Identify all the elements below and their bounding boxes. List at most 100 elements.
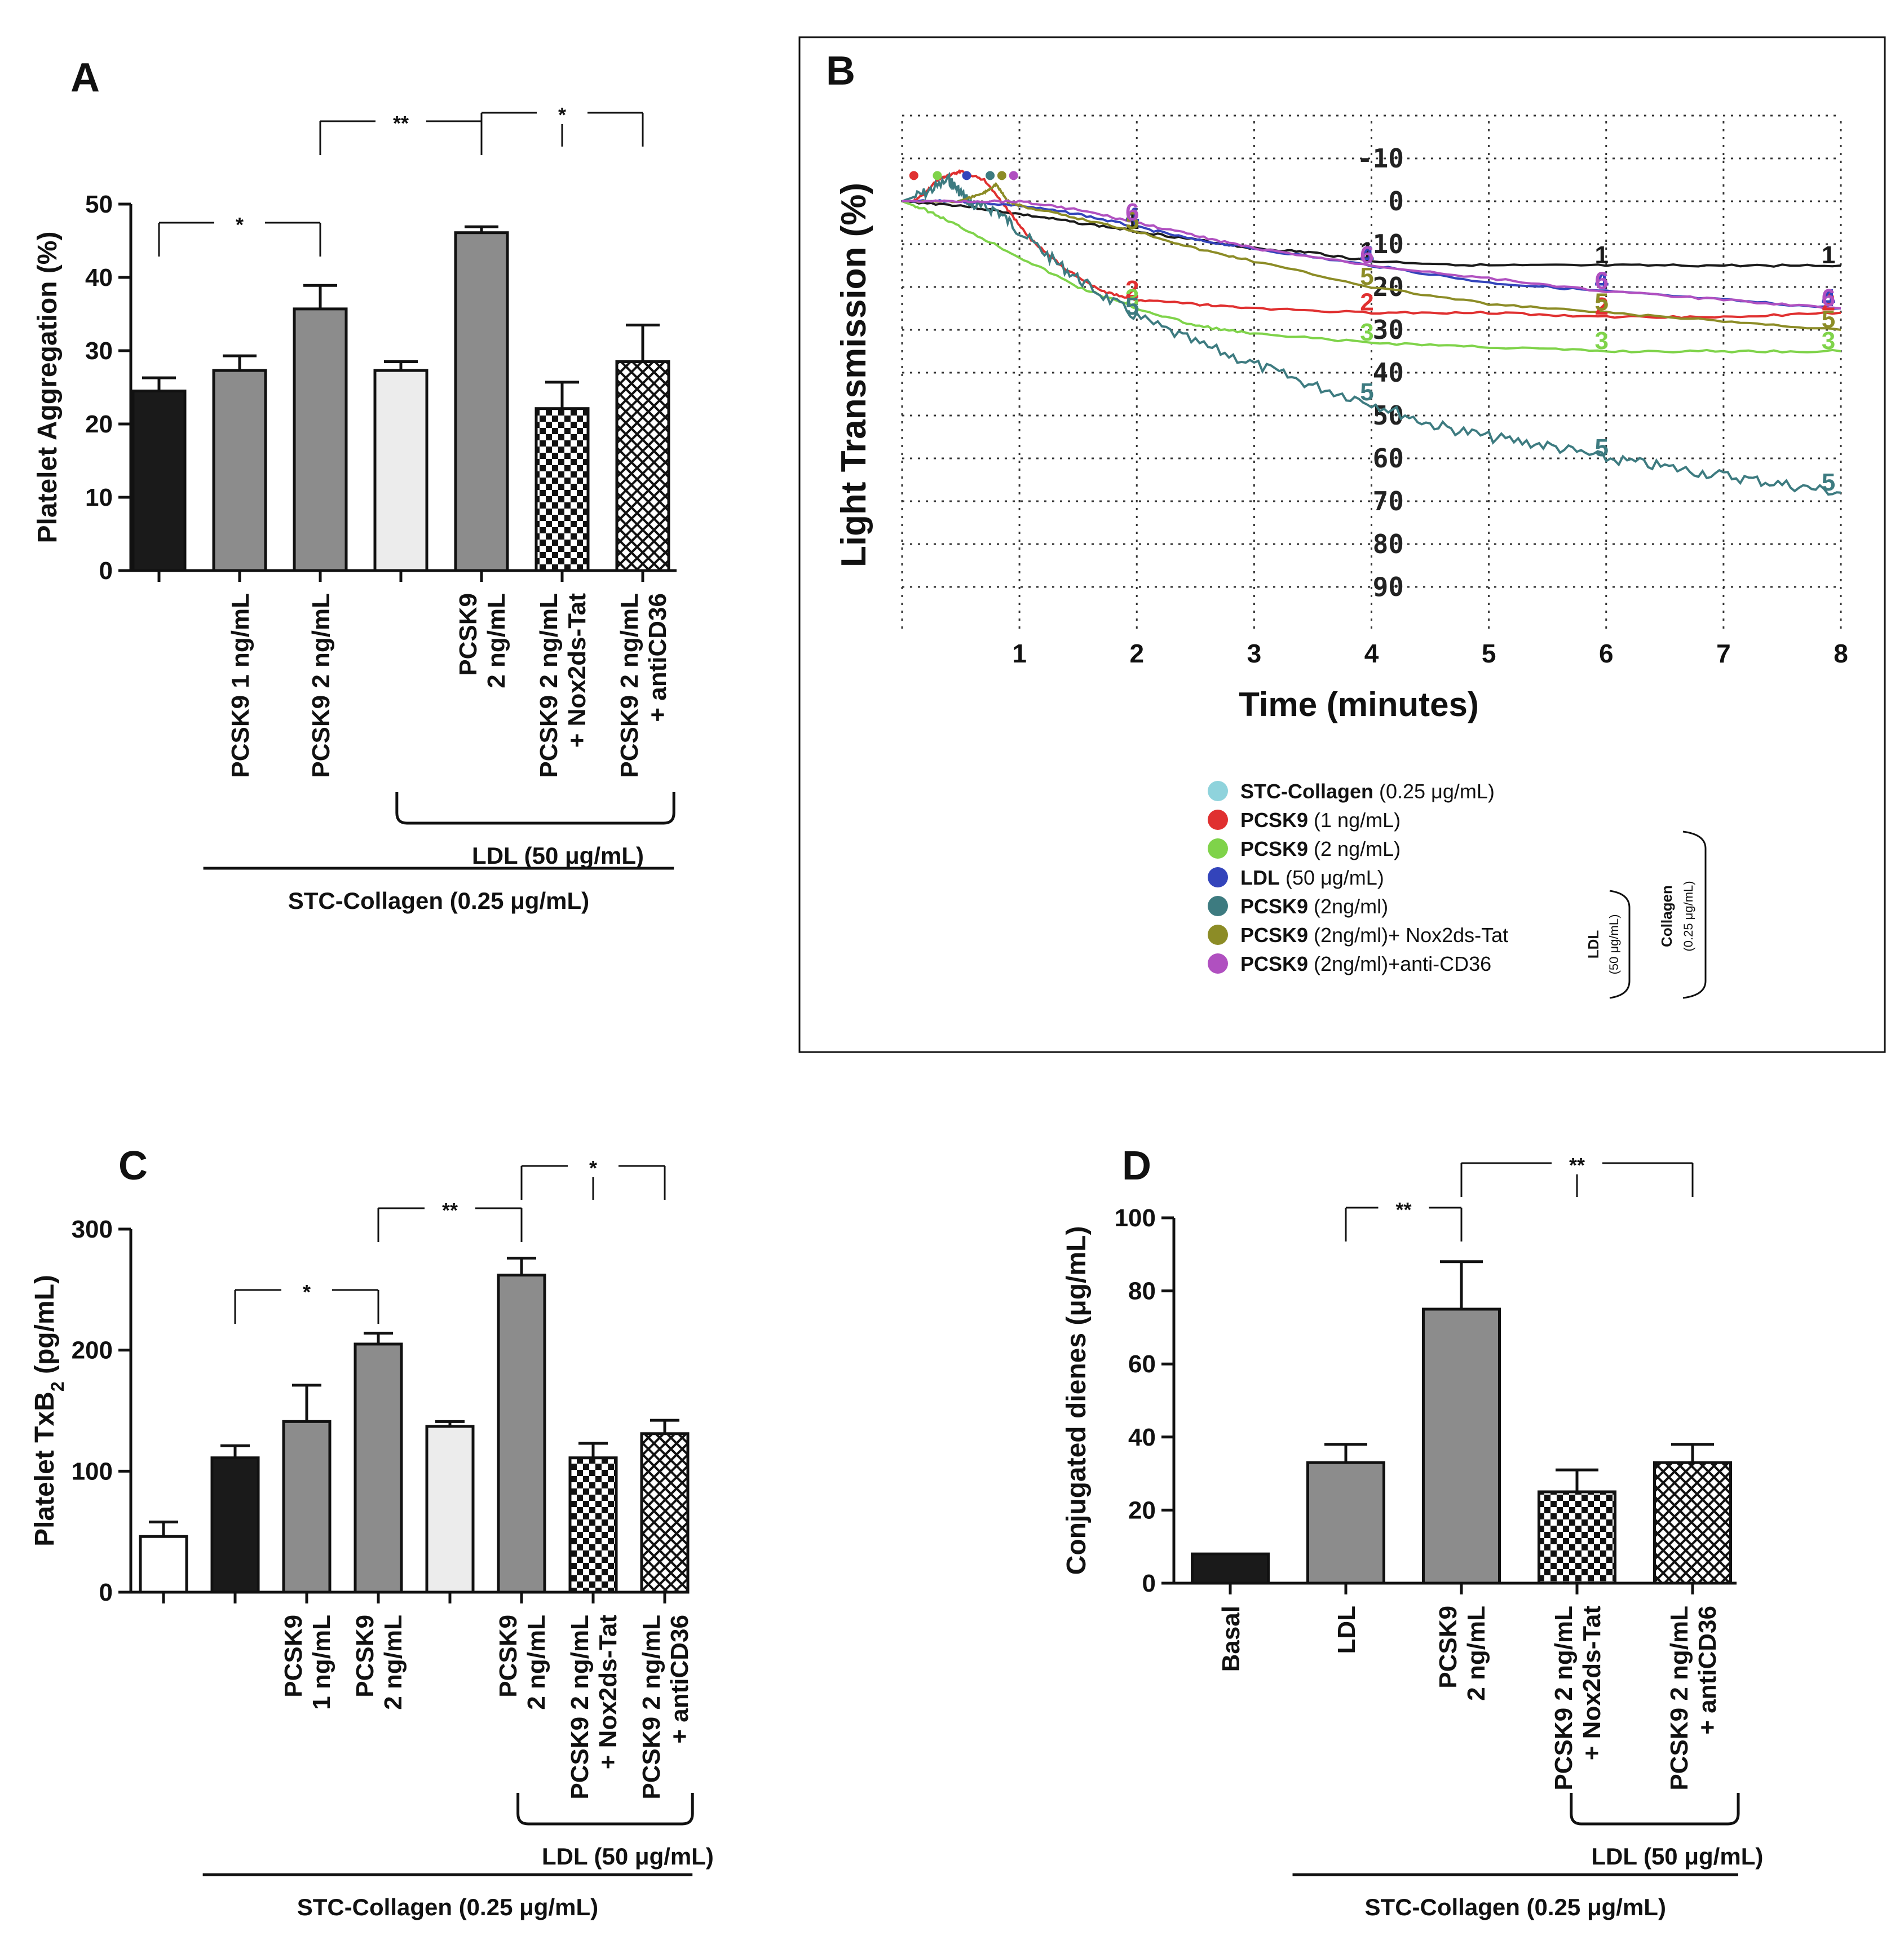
y-axis-label: Light Transmission (%) [834, 183, 873, 567]
start-dot [997, 171, 1006, 180]
legend-entry: PCSK9 (1 ng/mL) [1240, 808, 1401, 832]
x-category-label: PCSK9 2 ng/mL [307, 593, 335, 778]
y-scale-label: -10 [1357, 143, 1404, 174]
significance-label: * [303, 1280, 311, 1304]
start-dot [986, 171, 995, 180]
y-scale-label: 90 [1373, 572, 1404, 602]
bar [139, 1535, 188, 1594]
series-marker: 3 [1822, 327, 1835, 355]
x-category-label: PCSK9 2 ng/mL+ Nox2ds-Tat [535, 593, 591, 778]
bar [282, 1420, 332, 1594]
x-tick-label: 5 [1482, 639, 1496, 668]
legend-entry: PCSK9 (2ng/ml)+anti-CD36 [1240, 952, 1491, 975]
series-marker: 3 [1125, 284, 1139, 312]
bar [210, 1456, 260, 1594]
start-dot [962, 171, 971, 180]
series-marker: 5 [1595, 289, 1609, 316]
y-axis-label: Platelet TxB2 (pg/mL) [30, 1275, 68, 1547]
legend-side-label-ldl: LDL [1585, 930, 1602, 959]
legend-side-sub-ldl: (50 μg/mL) [1607, 914, 1621, 975]
series-marker: 3 [1360, 319, 1373, 346]
y-scale-label: 10 [1373, 229, 1404, 259]
significance-label: * [558, 103, 566, 126]
series-marker: 5 [1822, 306, 1835, 333]
group-bracket [1570, 1793, 1740, 1826]
legend-side-bracket [1609, 890, 1631, 999]
x-category-label: PCSK92 ng/mL [454, 593, 510, 688]
y-tick-label: 20 [1128, 1496, 1156, 1524]
legend-entry: PCSK9 (2ng/ml) [1240, 895, 1388, 918]
group-label: LDL (50 μg/mL) [1591, 1843, 1763, 1870]
series-marker: 4 [1125, 203, 1139, 231]
legend-side-bracket [1682, 830, 1707, 999]
significance-label-bg [568, 1155, 619, 1177]
bar [1422, 1307, 1501, 1585]
significance-label: ** [393, 112, 409, 135]
y-scale-label: 60 [1373, 443, 1404, 474]
series-marker: 4 [1822, 284, 1836, 312]
series-marker: 5 [1125, 293, 1139, 320]
series-marker: 4 [1595, 267, 1609, 295]
y-tick-label: 300 [72, 1216, 113, 1243]
x-tick-label: 2 [1129, 639, 1144, 668]
significance-label-bg [376, 110, 426, 132]
y-axis-label: Platelet Aggregation (%) [33, 232, 63, 544]
legend-swatch [1208, 810, 1228, 830]
series-marker: 6 [1360, 241, 1373, 269]
bar [454, 231, 509, 572]
group-label: LDL (50 μg/mL) [472, 842, 644, 869]
x-category-label: PCSK92 ng/mL [351, 1615, 407, 1710]
y-tick-label: 30 [85, 337, 113, 365]
bar [497, 1274, 546, 1594]
start-dot [1009, 171, 1018, 180]
y-scale-label: 40 [1373, 357, 1404, 388]
series-marker: 6 [1595, 267, 1609, 295]
panel-c-label: C [118, 1143, 148, 1189]
y-scale-label: 30 [1373, 315, 1404, 345]
y-scale-label: 80 [1373, 529, 1404, 559]
group-label: STC-Collagen (0.25 μg/mL) [1365, 1894, 1666, 1920]
y-tick-label: 0 [99, 557, 113, 585]
legend-swatch [1208, 953, 1228, 974]
x-category-label: PCSK9 2 ng/mL+ Nox2ds-Tat [566, 1615, 622, 1800]
series-line [902, 200, 1841, 354]
bar [1191, 1552, 1270, 1585]
bar [1306, 1461, 1385, 1585]
x-category-label: PCSK9 1 ng/mL [227, 593, 254, 778]
series-line [902, 171, 1841, 496]
y-scale-label: 70 [1373, 486, 1404, 516]
series-marker: 4 [1360, 241, 1374, 269]
y-tick-label: 60 [1128, 1350, 1156, 1378]
x-category-label: PCSK9 2 ng/mL+ antiCD36 [638, 1615, 693, 1800]
series-marker: 2 [1595, 293, 1609, 320]
y-tick-label: 20 [85, 410, 113, 438]
legend-swatch [1208, 896, 1228, 916]
bar [1653, 1461, 1732, 1585]
x-tick-label: 4 [1364, 639, 1379, 668]
series-marker: 1 [1360, 237, 1373, 264]
series-marker: 5 [1125, 207, 1139, 235]
significance-label: * [589, 1156, 597, 1179]
x-category-label: PCSK9 2 ng/mL+ antiCD36 [616, 593, 672, 778]
bar [373, 369, 428, 572]
legend-entry: PCSK9 (2 ng/mL) [1240, 837, 1401, 860]
series-marker: 5 [1822, 469, 1835, 496]
legend-side-sub-collagen: (0.25 μg/mL) [1681, 881, 1695, 951]
significance-label: ** [1569, 1154, 1585, 1177]
y-tick-label: 0 [99, 1579, 113, 1606]
significance-label-bg [1378, 1196, 1429, 1219]
bar [534, 407, 590, 572]
x-tick-label: 3 [1247, 639, 1262, 668]
series-marker: 1 [1822, 241, 1835, 269]
y-tick-label: 40 [85, 264, 113, 291]
series-marker: 2 [1125, 276, 1139, 303]
x-tick-label: 8 [1834, 639, 1848, 668]
panel-b-frame [798, 36, 1886, 1053]
group-label: STC-Collagen (0.25 μg/mL) [297, 1894, 598, 1920]
series-marker: 2 [1360, 289, 1373, 316]
group-label: STC-Collagen (0.25 μg/mL) [288, 887, 589, 914]
x-tick-label: 7 [1716, 639, 1731, 668]
legend-swatch [1208, 781, 1228, 801]
x-category-label: PCSK91 ng/mL [280, 1615, 335, 1710]
